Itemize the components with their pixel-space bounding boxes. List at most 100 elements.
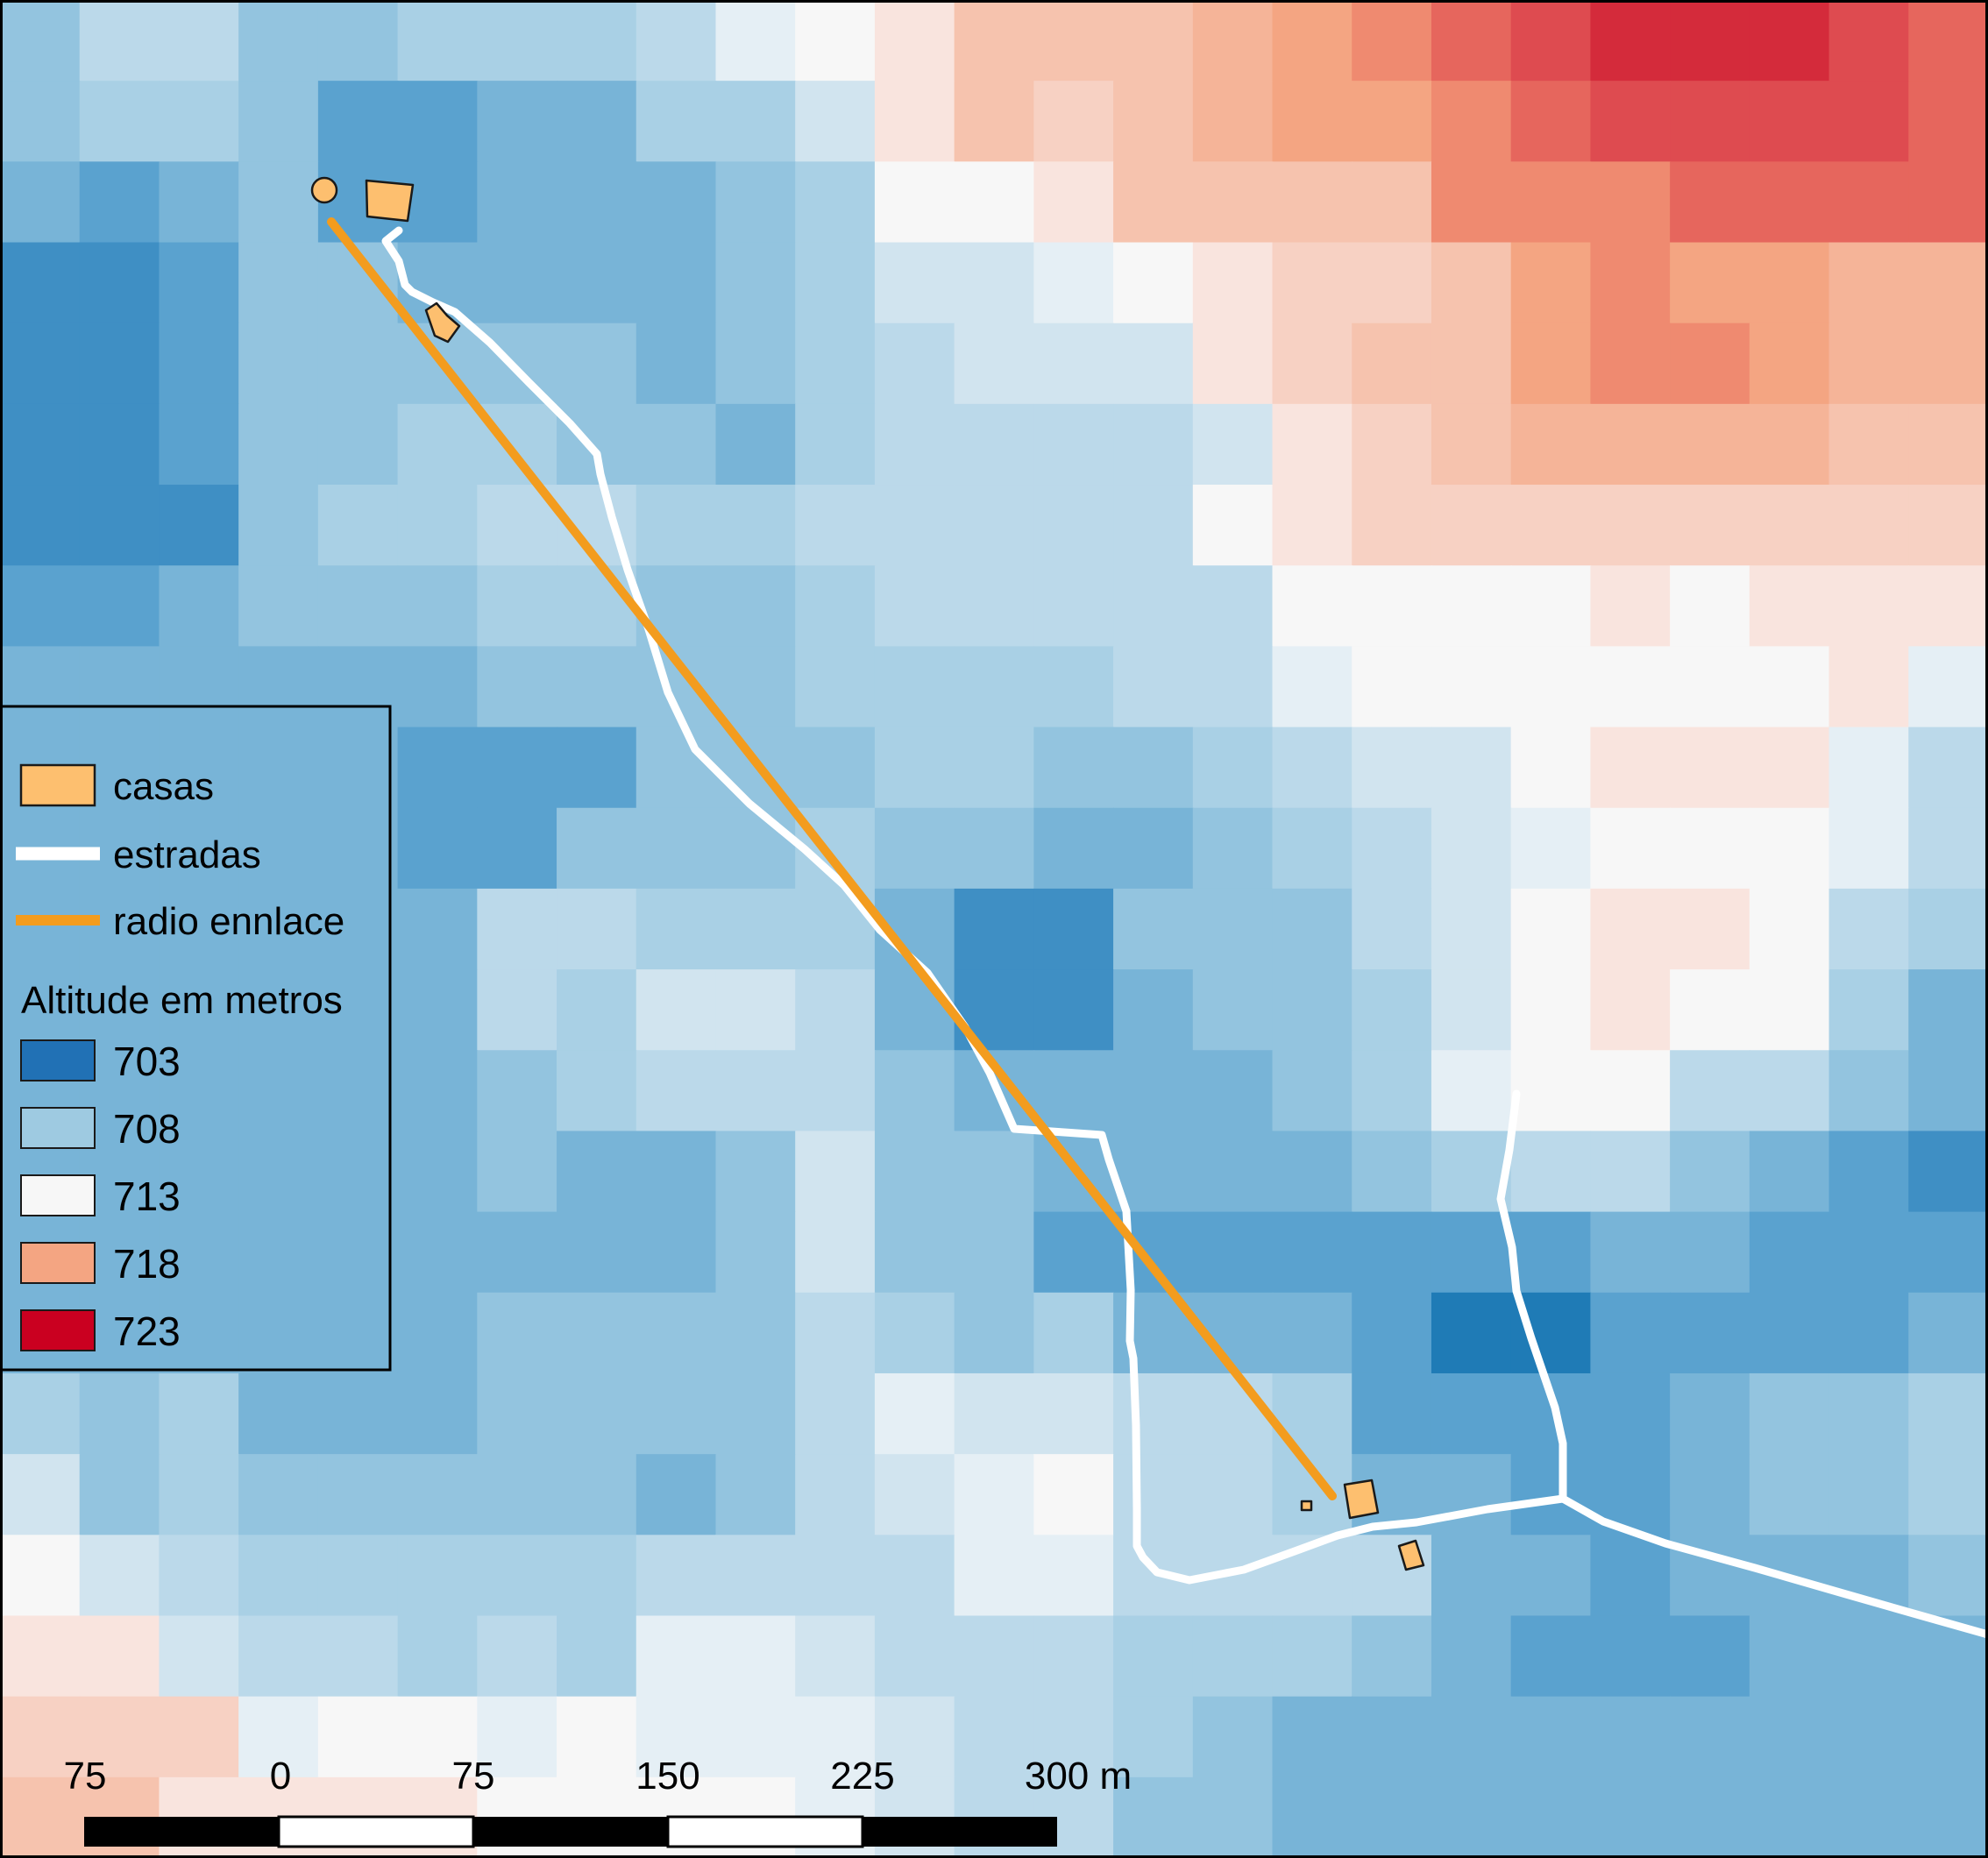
raster-cell: [477, 565, 557, 648]
raster-cell: [874, 646, 955, 728]
raster-cell: [1828, 969, 1910, 1052]
raster-cell: [1431, 323, 1512, 405]
house-marker: [424, 301, 461, 344]
raster-cell: [477, 1050, 557, 1132]
raster-cell: [1431, 1615, 1512, 1698]
raster-cell: [1908, 1454, 1988, 1536]
raster-cell: [1352, 565, 1432, 648]
raster-cell: [874, 1454, 955, 1536]
raster-cell: [1510, 1211, 1592, 1294]
raster-cell: [1113, 1050, 1194, 1132]
raster-cell: [1352, 1211, 1432, 1294]
house-marker: [1397, 1539, 1425, 1571]
altitude-swatch: [20, 1242, 96, 1284]
raster-cell: [1670, 969, 1750, 1052]
raster-cell: [1670, 161, 1750, 244]
raster-cell: [0, 403, 81, 486]
raster-cell: [1828, 565, 1910, 648]
raster-cell: [557, 969, 637, 1052]
raster-cell: [1113, 727, 1194, 809]
raster-cell: [1192, 807, 1274, 890]
raster-cell: [635, 727, 717, 809]
raster-cell: [715, 1696, 796, 1778]
raster-cell: [238, 888, 319, 970]
raster-cell: [317, 727, 399, 809]
altitude-swatch: [20, 1174, 96, 1216]
raster-cell: [0, 323, 81, 405]
raster-cell: [557, 565, 637, 648]
raster-cell: [715, 565, 796, 648]
raster-cell: [238, 1050, 319, 1132]
raster-cell: [1908, 646, 1988, 728]
raster-cell: [1510, 485, 1592, 567]
raster-cell: [397, 1535, 479, 1617]
raster-cell: [397, 1292, 479, 1374]
raster-cell: [954, 1131, 1035, 1213]
raster-cell: [1431, 403, 1512, 486]
raster-cell: [1431, 727, 1512, 809]
raster-cell: [1828, 1615, 1910, 1698]
raster-cell: [715, 807, 796, 890]
raster-cell: [159, 1050, 239, 1132]
raster-cell: [159, 646, 239, 728]
raster-cell: [715, 888, 796, 970]
raster-cell: [1590, 646, 1671, 728]
raster-cell: [79, 403, 160, 486]
raster-cell: [1352, 1535, 1432, 1617]
raster-cell: [477, 1696, 557, 1778]
raster-cell: [1510, 969, 1592, 1052]
raster-cell: [397, 1696, 479, 1778]
raster-cell: [1670, 1696, 1750, 1778]
raster-cell: [1670, 1776, 1750, 1858]
raster-cell: [1510, 1696, 1592, 1778]
raster-cell: [1670, 323, 1750, 405]
raster-cell: [874, 1372, 955, 1455]
raster-cell: [874, 1131, 955, 1213]
raster-cell: [954, 1615, 1035, 1698]
raster-cell: [477, 161, 557, 244]
raster-cell: [79, 1696, 160, 1778]
raster-cell: [159, 807, 239, 890]
raster-cell: [79, 485, 160, 567]
raster-cell: [1510, 1615, 1592, 1698]
raster-cell: [1670, 1454, 1750, 1536]
legend-label-radio-link: radio ennlace: [113, 900, 344, 943]
raster-cell: [317, 646, 399, 728]
raster-cell: [1749, 1131, 1830, 1213]
raster-cell: [1033, 888, 1114, 970]
raster-cell: [1749, 727, 1830, 809]
raster-cell: [1431, 0, 1512, 82]
raster-cell: [159, 1292, 239, 1374]
raster-cell: [1431, 565, 1512, 648]
raster-cell: [1113, 565, 1194, 648]
raster-cell: [795, 1696, 876, 1778]
raster-cell: [1828, 1776, 1910, 1858]
raster-cell: [1590, 1535, 1671, 1617]
raster-cell: [954, 1535, 1035, 1617]
raster-cell: [1590, 1696, 1671, 1778]
scale-segment: [84, 1817, 279, 1847]
raster-cell: [477, 323, 557, 405]
raster-cell: [79, 81, 160, 163]
raster-cell: [1431, 1050, 1512, 1132]
raster-cell: [635, 807, 717, 890]
raster-cell: [0, 1776, 81, 1858]
raster-cell: [1272, 323, 1353, 405]
scale-tick-label: 0: [270, 1755, 291, 1798]
raster-cell: [1431, 1292, 1512, 1374]
raster-cell: [1192, 323, 1274, 405]
raster-cell: [1431, 1372, 1512, 1455]
raster-cell: [874, 485, 955, 567]
raster-cell: [1113, 1454, 1194, 1536]
raster-cell: [715, 1535, 796, 1617]
raster-cell: [397, 1050, 479, 1132]
raster-cell: [79, 0, 160, 82]
raster-cell: [1908, 727, 1988, 809]
raster-cell: [1352, 81, 1432, 163]
raster-cell: [1670, 565, 1750, 648]
raster-cell: [1113, 969, 1194, 1052]
raster-cell: [1590, 1372, 1671, 1455]
raster-cell: [1033, 1211, 1114, 1294]
raster-cell: [1272, 1050, 1353, 1132]
